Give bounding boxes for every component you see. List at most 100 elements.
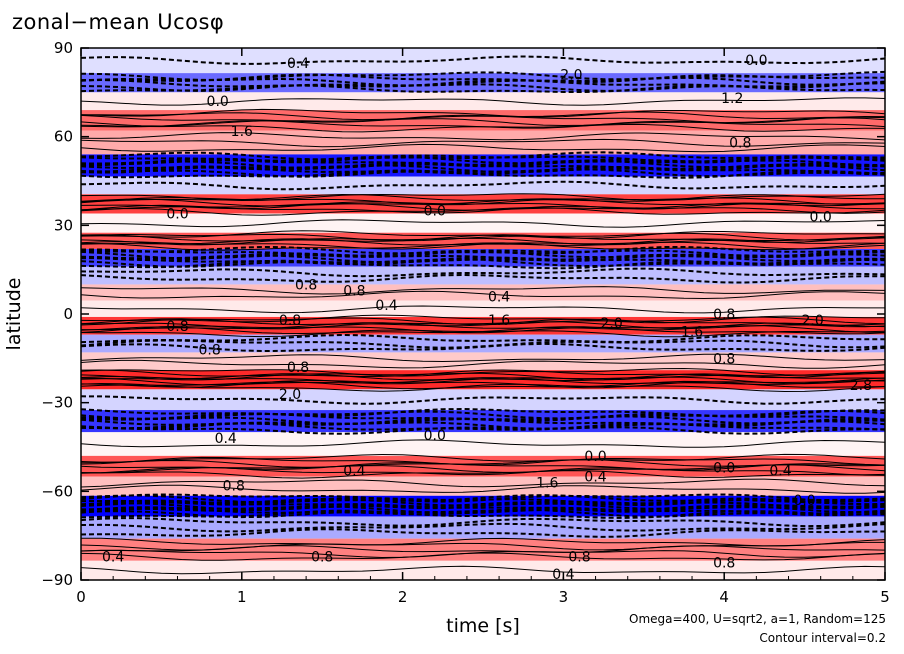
negative-contour-line	[81, 154, 885, 164]
negative-contour-line	[81, 70, 885, 81]
positive-contour-line	[81, 375, 885, 385]
band-fill	[81, 538, 885, 561]
x-tick-label: 5	[880, 588, 890, 606]
contour-label: 0.0	[713, 461, 735, 477]
band-fill	[81, 560, 885, 580]
y-tick-label: 0	[63, 305, 73, 323]
contour-label: 0.8	[343, 283, 365, 299]
negative-contour-line	[81, 417, 885, 427]
x-axis-label: time [s]	[446, 615, 520, 637]
x-tick-label: 0	[76, 588, 86, 606]
contour-label: 0.4	[375, 298, 397, 314]
positive-contour-line	[81, 367, 885, 377]
positive-contour-line	[81, 325, 885, 334]
contour-label: 0.8	[223, 478, 245, 494]
contour-label: 0.8	[729, 136, 751, 152]
y-axis-label: latitude	[3, 278, 25, 351]
negative-contour-line	[81, 267, 885, 278]
negative-contour-line	[81, 509, 885, 519]
negative-contour-line	[81, 499, 885, 510]
negative-contour-line	[81, 420, 885, 430]
positive-contour-line	[81, 305, 885, 314]
positive-contour-line	[81, 242, 885, 251]
contour-label: 1.2	[721, 91, 743, 107]
contour-lines	[81, 55, 885, 575]
contour-label: 1.6	[681, 325, 703, 341]
band-fill	[81, 213, 885, 233]
positive-contour-line	[81, 318, 885, 328]
positive-contour-line	[81, 565, 885, 575]
positive-contour-line	[81, 132, 885, 141]
positive-contour-line	[81, 117, 885, 127]
contour-label: 0.0	[207, 94, 229, 110]
negative-contour-line	[81, 76, 885, 87]
contour-label: 0.0	[166, 207, 188, 223]
positive-contour-line	[81, 322, 885, 331]
contour-label: 0.8	[279, 313, 301, 329]
x-tick-label: 1	[237, 588, 247, 606]
negative-contour-line	[81, 410, 885, 420]
positive-contour-line	[81, 97, 885, 106]
run-parameters-note: Omega=400, U=sqrt2, a=1, Random=125	[629, 612, 886, 626]
contour-label: 0.4	[102, 549, 124, 565]
negative-contour-line	[81, 333, 885, 344]
negative-contour-line	[81, 84, 885, 93]
contour-label: 0.0	[793, 493, 815, 509]
contour-label: 0.4	[769, 464, 791, 480]
negative-contour-line	[81, 155, 885, 166]
negative-contour-line	[81, 168, 885, 178]
band-fill	[81, 130, 885, 155]
negative-contour-line	[81, 508, 885, 519]
positive-contour-line	[81, 382, 885, 393]
contour-label: 0.8	[311, 549, 333, 565]
contour-interval-note: Contour interval=0.2	[759, 631, 886, 645]
positive-contour-line	[81, 353, 885, 363]
contour-label: 0.0	[424, 204, 446, 220]
contour-label: 0.8	[295, 277, 317, 293]
contour-label: 2.8	[850, 378, 872, 394]
negative-contour-line	[81, 257, 885, 268]
positive-contour-line	[81, 466, 885, 476]
positive-contour-line	[81, 114, 885, 124]
contour-label: 0.8	[713, 555, 735, 571]
contour-label: 0.0	[424, 428, 446, 444]
contour-label: 0.8	[199, 342, 221, 358]
band-fill	[81, 352, 885, 371]
band-fill	[81, 232, 885, 249]
negative-contour-line	[81, 82, 885, 92]
contour-label: 0.0	[745, 53, 767, 69]
x-tick-label: 2	[398, 588, 408, 606]
negative-contour-line	[81, 342, 885, 353]
positive-contour-line	[81, 453, 885, 463]
y-tick-label: −90	[41, 571, 73, 589]
negative-contour-line	[81, 273, 885, 284]
positive-contour-line	[81, 359, 885, 369]
contour-label: 1.6	[231, 124, 253, 140]
contour-label: 0.8	[166, 319, 188, 335]
y-tick-label: 30	[54, 216, 73, 234]
positive-contour-line	[81, 108, 885, 118]
negative-contour-line	[81, 169, 885, 179]
contour-label: 1.6	[536, 475, 558, 491]
positive-contour-line	[81, 207, 885, 216]
contour-label: 0.4	[488, 289, 510, 305]
contour-label: 0.4	[343, 464, 365, 480]
negative-contour-line	[81, 504, 885, 515]
positive-contour-line	[81, 439, 885, 448]
contour-label: 0.4	[215, 431, 237, 447]
band-fill	[81, 389, 885, 411]
positive-contour-line	[81, 241, 885, 250]
positive-contour-line	[81, 143, 885, 153]
positive-contour-line	[81, 124, 885, 133]
negative-contour-line	[81, 501, 885, 511]
x-axis-ticks: 0 1 2 3 4 5	[76, 48, 890, 606]
negative-contour-line	[81, 517, 885, 528]
contour-label: 1.6	[488, 313, 510, 329]
contour-label: 0.8	[568, 549, 590, 565]
contour-label: 2.0	[279, 387, 301, 403]
contour-labels: 0.4 0.02.00.0 1.21.60.80.0 0.0 0.00.8 0.8 0.40…	[102, 53, 872, 580]
contour-label: 0.0	[810, 209, 832, 225]
chart-title: zonal−mean Ucosφ	[12, 10, 225, 34]
y-axis-ticks: 90 60 30 0 −30 −60 −90	[41, 39, 885, 589]
contour-label: 0.4	[287, 56, 309, 72]
